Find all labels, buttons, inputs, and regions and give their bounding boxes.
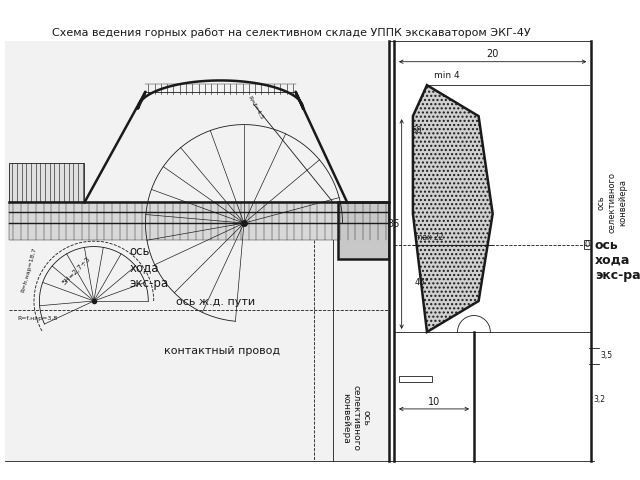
Bar	[10, 163, 84, 203]
Bar	[584, 240, 591, 250]
Text: 46°: 46°	[415, 278, 429, 287]
Bar	[338, 203, 390, 259]
Text: ось
селективного
конвейера: ось селективного конвейера	[597, 172, 627, 233]
Text: 5H=2,7÷3: 5H=2,7÷3	[61, 256, 92, 286]
Polygon shape	[413, 85, 493, 332]
Text: ось ж.д. пути: ось ж.д. пути	[176, 297, 255, 307]
Text: контактный провод: контактный провод	[164, 346, 280, 356]
Bar	[4, 41, 390, 461]
Text: ось
хода
экс-ра: ось хода экс-ра	[595, 239, 640, 282]
Text: min 4: min 4	[435, 72, 460, 81]
Bar	[399, 376, 431, 382]
Text: ось
селективного
конвейера: ось селективного конвейера	[340, 385, 371, 451]
Text: 36: 36	[388, 219, 400, 229]
Text: 50: 50	[411, 126, 422, 135]
Text: 10: 10	[428, 397, 440, 407]
Text: Схема ведения горных работ на селективном складе УППК экскаватором ЭКГ-4У: Схема ведения горных работ на селективно…	[52, 28, 530, 38]
Text: 0: 0	[585, 240, 590, 249]
Text: R=h.нар=18,7: R=h.нар=18,7	[20, 246, 38, 293]
Bar	[10, 203, 390, 240]
Text: max 22: max 22	[415, 233, 444, 242]
Text: 3,5: 3,5	[600, 351, 612, 360]
Text: R=f.нар=3,8: R=f.нар=3,8	[17, 316, 57, 321]
Text: 20: 20	[486, 49, 499, 59]
Text: 3,2: 3,2	[593, 395, 605, 404]
Bar	[390, 41, 605, 461]
Text: ось
хода
экс-ра: ось хода экс-ра	[129, 245, 168, 290]
Text: R=f=4,5: R=f=4,5	[247, 95, 264, 121]
